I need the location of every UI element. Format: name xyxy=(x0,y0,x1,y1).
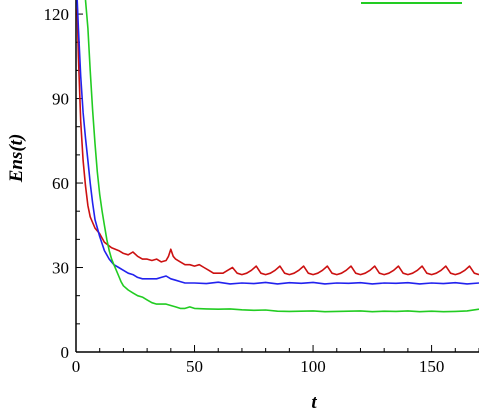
y-tick-label: 120 xyxy=(44,5,70,24)
x-axis-title: t xyxy=(311,392,317,413)
y-tick-label: 0 xyxy=(61,343,70,362)
series-line-1 xyxy=(76,8,479,276)
x-tick-label: 50 xyxy=(186,357,203,376)
ticks: 0 50 100 150 0 30 60 90 120 xyxy=(44,5,479,376)
y-tick-label: 60 xyxy=(52,174,69,193)
x-tick-label: 0 xyxy=(72,357,81,376)
y-tick-label: 30 xyxy=(52,259,69,278)
x-tick-label: 100 xyxy=(300,357,326,376)
axes xyxy=(75,0,479,353)
series-lines xyxy=(76,0,479,313)
series-line-3 xyxy=(84,0,479,313)
series-line-2 xyxy=(76,0,479,285)
y-tick-label: 90 xyxy=(52,90,69,109)
y-axis-title: Ens(t) xyxy=(6,134,27,184)
x-tick-label: 150 xyxy=(419,357,445,376)
